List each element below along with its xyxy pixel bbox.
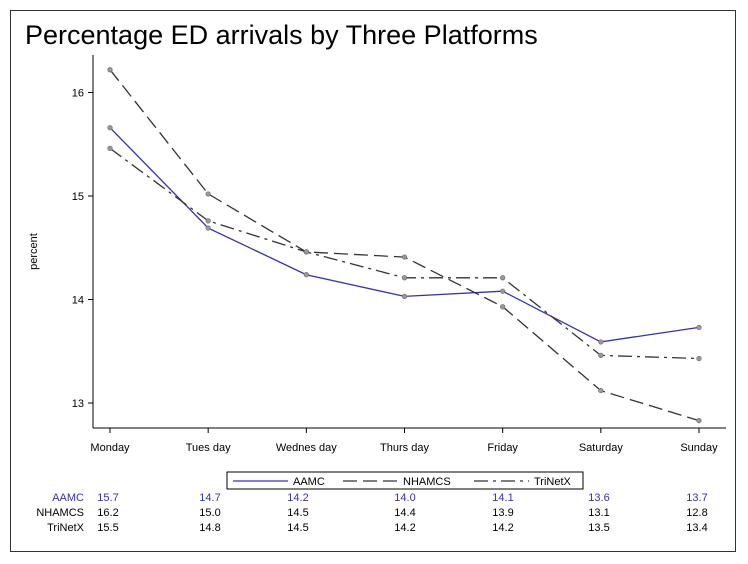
data-point-nhamcs [107, 67, 113, 73]
data-point-aamc [500, 288, 506, 294]
table-cell-value: 16.2 [97, 507, 118, 519]
series-line-aamc [109, 127, 700, 343]
axes: 13 14 15 16 Monday Tues day Wednes day Thurs da… [28, 55, 726, 454]
table-cell-value: 15.0 [199, 507, 220, 519]
table-cell-value: 13.9 [492, 507, 513, 519]
data-point-aamc [303, 272, 309, 278]
data-point-trinetx [598, 352, 604, 358]
table-row-label: AAMC [52, 492, 84, 504]
table-row-label: TriNetX [47, 522, 85, 534]
data-point-nhamcs [696, 417, 702, 424]
data-point-nhamcs [205, 191, 211, 197]
x-tick-label: Saturday [579, 442, 624, 454]
data-point-aamc [401, 293, 408, 299]
data-point-trinetx [500, 275, 506, 281]
table-cell-value: 14.8 [199, 522, 220, 534]
table-cell-value: 14.7 [199, 492, 220, 504]
table-cell-value: 13.1 [588, 507, 609, 519]
data-point-nhamcs [500, 304, 506, 310]
data-point-trinetx [107, 145, 113, 151]
legend-label-trinetx: TriNetX [534, 476, 572, 488]
data-point-nhamcs [598, 387, 604, 394]
legend-box [226, 471, 584, 490]
table-cell-value: 14.2 [492, 522, 513, 534]
legend-label-aamc: AAMC [293, 476, 325, 488]
series-lines [107, 67, 702, 424]
chart-frame [10, 10, 736, 552]
x-tick-label: Wednes day [276, 442, 337, 454]
data-point-trinetx [205, 218, 211, 224]
series-line-trinetx [109, 147, 700, 360]
data-point-aamc [205, 225, 211, 231]
x-tick-label: Sunday [680, 442, 718, 454]
data-point-aamc [107, 125, 113, 131]
table-cell-value: 14.2 [287, 492, 308, 504]
table-cell-value: 14.5 [287, 522, 308, 534]
table-cell-value: 13.7 [686, 492, 707, 504]
table-cell-value: 12.8 [686, 507, 707, 519]
y-tick-label: 16 [72, 88, 84, 100]
data-point-trinetx [303, 249, 309, 255]
table-cell-value: 14.1 [492, 492, 513, 504]
x-tick-label: Friday [487, 442, 518, 454]
data-point-aamc [696, 324, 702, 331]
x-tick-label: Monday [90, 442, 130, 454]
table-cell-value: 13.6 [588, 492, 609, 504]
table-cell-value: 15.7 [97, 492, 118, 504]
y-axis-label: percent [28, 233, 40, 270]
legend-label-nhamcs: NHAMCS [403, 476, 451, 488]
table-cell-value: 13.5 [588, 522, 609, 534]
data-table: AAMC 15.7 14.7 14.2 14.0 14.1 13.6 13.7 NHAMCS 16… [36, 492, 707, 534]
table-cell-value: 14.2 [394, 522, 415, 534]
table-cell-value: 14.5 [287, 507, 308, 519]
y-tick-label: 14 [72, 295, 84, 307]
x-tick-label: Tues day [186, 442, 231, 454]
data-point-aamc [598, 339, 604, 345]
table-row-label: NHAMCS [36, 507, 84, 519]
table-cell-value: 14.4 [394, 507, 415, 519]
chart-title: Percentage ED arrivals by Three Platform… [25, 20, 538, 50]
table-cell-value: 15.5 [97, 522, 118, 534]
data-point-trinetx [401, 275, 408, 281]
series-line-nhamcs [109, 69, 700, 422]
data-point-nhamcs [401, 254, 408, 260]
x-tick-label: Thurs day [380, 442, 429, 454]
y-tick-label: 13 [72, 398, 84, 410]
y-tick-label: 15 [72, 191, 84, 203]
data-point-trinetx [696, 355, 702, 362]
legend: AAMC NHAMCS TriNetX [226, 471, 584, 490]
table-cell-value: 13.4 [686, 522, 707, 534]
table-cell-value: 14.0 [394, 492, 415, 504]
